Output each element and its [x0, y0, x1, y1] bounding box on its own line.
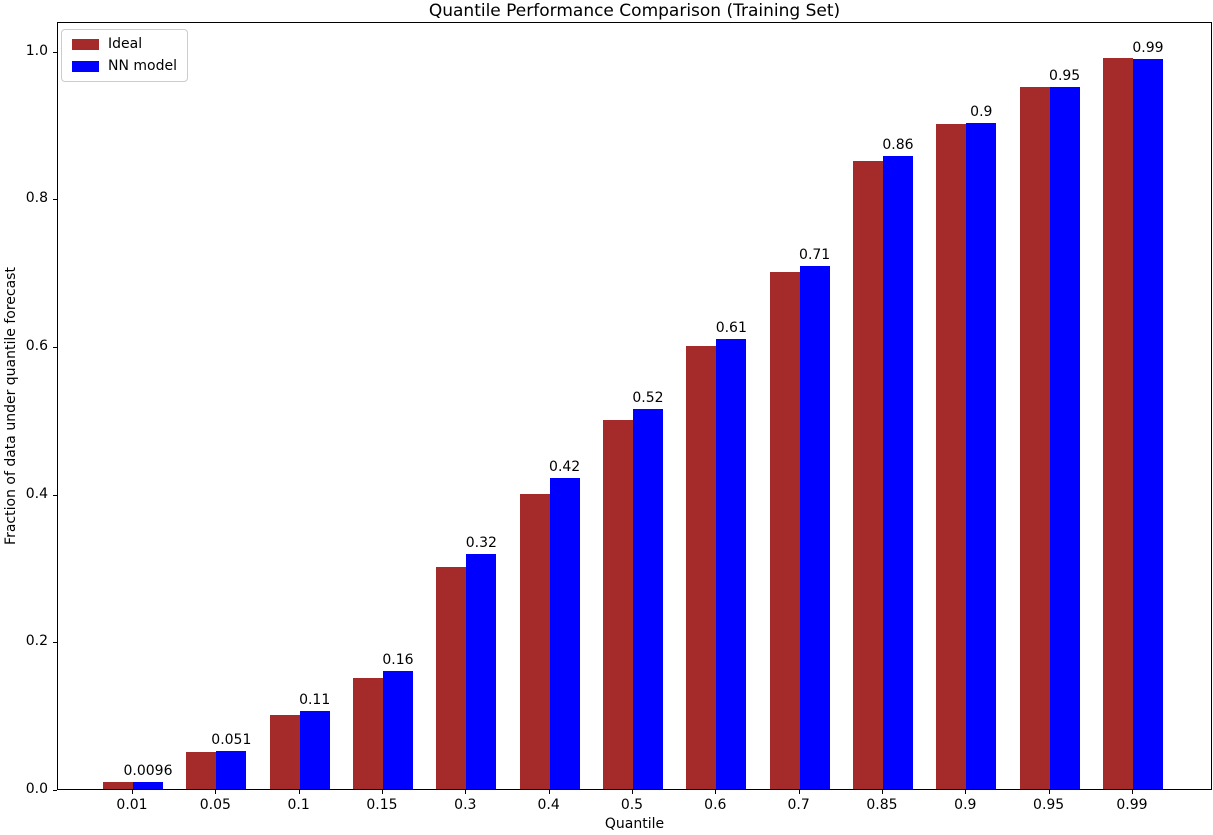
y-axis-label: Fraction of data under quantile forecast	[3, 267, 19, 545]
bar-ideal	[352, 678, 383, 789]
x-tick-label: 0.85	[866, 797, 898, 813]
legend-label: Ideal	[108, 36, 143, 52]
bar-ideal	[602, 419, 633, 789]
bar-ideal	[1019, 87, 1050, 789]
x-tick-label: 0.95	[1033, 797, 1065, 813]
x-tick-label: 0.99	[1116, 797, 1148, 813]
bar-ideal	[436, 567, 467, 789]
plot-area: Ideal NN model 0.0096 0.051 0.11 0.16 0.32 0.4…	[57, 22, 1212, 790]
y-tick-mark	[53, 494, 57, 496]
legend-swatch-icon	[72, 61, 99, 72]
bar-nn-model	[382, 670, 413, 789]
bar-ideal	[1102, 57, 1133, 789]
legend-entry: NN model	[72, 59, 177, 74]
legend-entry: Ideal	[72, 37, 177, 52]
x-tick-label: 0.5	[620, 797, 644, 813]
bar-value-label: 0.32	[465, 535, 497, 552]
x-tick-mark	[965, 790, 967, 794]
x-tick-label: 0.4	[537, 797, 560, 813]
bar-nn-model	[966, 122, 997, 789]
y-tick-label: 0.4	[25, 485, 48, 502]
bar-value-label: 0.16	[382, 651, 414, 668]
bar-value-label: 0.42	[549, 459, 581, 476]
x-tick-label: 0.15	[366, 797, 398, 813]
x-tick-label: 0.6	[704, 797, 727, 813]
bar-nn-model	[1132, 59, 1163, 789]
x-tick-mark	[381, 790, 383, 794]
legend: Ideal NN model	[61, 29, 188, 82]
bar-nn-model	[549, 478, 580, 789]
bar-nn-model	[1049, 87, 1080, 789]
bar-nn-model	[466, 554, 497, 789]
bar-value-label: 0.0096	[123, 762, 173, 779]
y-tick-label: 0.0	[25, 781, 48, 797]
y-tick-mark	[53, 346, 57, 348]
legend-swatch-icon	[72, 39, 99, 50]
bar-nn-model	[799, 266, 830, 789]
bar-value-label: 0.52	[632, 389, 664, 406]
x-tick-mark	[548, 790, 550, 794]
x-tick-mark	[298, 790, 300, 794]
x-tick-label: 0.9	[954, 797, 977, 813]
bar-value-label: 0.61	[715, 319, 747, 336]
bar-nn-model	[882, 156, 913, 789]
y-tick-label: 0.2	[25, 633, 48, 650]
bar-ideal	[186, 752, 217, 789]
bar-nn-model	[299, 710, 330, 789]
y-tick-mark	[53, 51, 57, 53]
x-tick-mark	[881, 790, 883, 794]
bar-ideal	[103, 781, 133, 789]
bar-ideal	[936, 124, 967, 789]
bar-value-label: 0.86	[882, 137, 914, 154]
bar-value-label: 0.11	[299, 691, 331, 708]
x-tick-mark	[1048, 790, 1050, 794]
x-axis-label: Quantile	[604, 816, 665, 832]
y-tick-label: 0.6	[25, 337, 48, 354]
legend-label: NN model	[108, 58, 177, 74]
x-tick-label: 0.05	[199, 797, 231, 813]
bar-nn-model	[216, 751, 247, 789]
bar-value-label: 0.9	[970, 103, 993, 120]
bar-ideal	[852, 161, 883, 789]
bar-value-label: 0.71	[799, 247, 831, 264]
bar-value-label: 0.051	[211, 732, 252, 749]
bar-value-label: 0.95	[1049, 68, 1081, 85]
bar-ideal	[686, 345, 717, 789]
bar-value-label: 0.99	[1132, 40, 1164, 57]
x-tick-mark	[132, 790, 133, 794]
x-tick-label: 0.3	[454, 797, 477, 813]
bar-ideal	[269, 715, 300, 789]
y-tick-mark	[53, 642, 57, 644]
x-tick-mark	[715, 790, 717, 794]
chart-title: Quantile Performance Comparison (Trainin…	[428, 1, 841, 21]
x-tick-mark	[798, 790, 800, 794]
x-tick-label: 0.7	[787, 797, 810, 813]
bar-ideal	[769, 272, 800, 789]
x-tick-mark	[215, 790, 217, 794]
bar-nn-model	[632, 408, 663, 789]
x-tick-label: 0.1	[287, 797, 310, 813]
y-tick-mark	[53, 199, 57, 201]
y-tick-label: 0.8	[25, 190, 48, 207]
y-tick-mark	[53, 790, 57, 791]
y-tick-label: 1.0	[25, 42, 48, 59]
x-tick-mark	[631, 790, 633, 794]
x-tick-mark	[465, 790, 467, 794]
x-tick-label: 0.01	[116, 797, 148, 813]
bar-ideal	[519, 493, 550, 789]
x-tick-mark	[1131, 790, 1133, 794]
bar-nn-model	[133, 781, 163, 789]
bar-nn-model	[716, 338, 747, 789]
